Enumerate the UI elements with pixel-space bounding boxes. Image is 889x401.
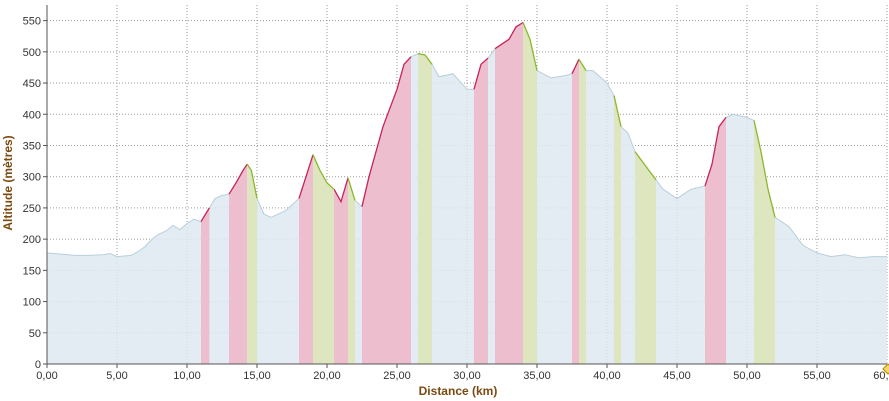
climb-segment-line <box>494 21 524 50</box>
diamond-marker-icon <box>882 363 889 375</box>
climb-segment-line <box>228 163 248 195</box>
climb-segment-line <box>200 207 210 222</box>
descent-segment-line <box>753 120 776 218</box>
y-tick-label: 300 <box>23 172 41 184</box>
x-tick-label: 30,00 <box>453 370 481 382</box>
x-tick-label: 5,00 <box>106 370 127 382</box>
x-tick-label: 25,00 <box>383 370 411 382</box>
descent-segment-line <box>634 151 657 181</box>
y-tick-label: 500 <box>23 47 41 59</box>
x-tick-label: 35,00 <box>523 370 551 382</box>
tick-labels: 0,00 5,00 10,00 15,00 20,00 25,00 30,00 35,00 40… <box>23 16 889 382</box>
climb-segment-fill <box>201 207 210 364</box>
y-tick-label: 150 <box>23 265 41 277</box>
descent-segment-fill <box>523 22 537 364</box>
descent-segment-line <box>246 163 258 199</box>
y-tick-label: 0 <box>35 359 41 371</box>
descent-segment-fill <box>247 164 257 364</box>
climb-segment-fill <box>299 154 313 364</box>
climb-segment-line <box>298 154 314 199</box>
descent-segment-fill <box>614 95 621 364</box>
descent-segment-fill <box>635 151 656 364</box>
climb-segment-fill <box>229 164 248 364</box>
climb-segment-fill <box>495 22 523 364</box>
descent-segment-line <box>578 58 587 71</box>
y-axis-title: Altitude (mètres) <box>1 135 15 230</box>
climb-segment-line <box>704 117 727 187</box>
descent-segment-line <box>613 95 622 127</box>
y-tick-label: 350 <box>23 140 41 152</box>
x-tick-label: 15,00 <box>243 370 271 382</box>
x-tick-label: 20,00 <box>313 370 341 382</box>
climb-segment-fill <box>362 56 411 365</box>
y-tick-label: 250 <box>23 203 41 215</box>
descent-segment-fill <box>418 53 432 364</box>
x-tick-label: 10,00 <box>173 370 201 382</box>
gradient-segments <box>200 21 776 365</box>
y-tick-label: 100 <box>23 297 41 309</box>
climb-segment-fill <box>572 59 579 365</box>
descent-segment-line <box>312 154 335 190</box>
x-tick-label: 0,00 <box>36 370 57 382</box>
y-tick-label: 50 <box>29 328 41 340</box>
climb-segment-line <box>333 177 349 204</box>
x-tick-label: 45,00 <box>663 370 691 382</box>
climb-segment-line <box>571 59 580 74</box>
x-tick-label: 50,00 <box>733 370 761 382</box>
descent-segment-fill <box>348 177 355 364</box>
climb-segment-fill <box>474 58 488 364</box>
x-axis-title: Distance (km) <box>419 384 498 398</box>
x-tick-label: 55,00 <box>803 370 831 382</box>
y-tick-label: 200 <box>23 234 41 246</box>
x-tick-label: 60,00 <box>873 370 889 382</box>
descent-segment-fill <box>579 59 586 365</box>
end-marker <box>882 363 889 375</box>
descent-segment-line <box>522 22 538 71</box>
descent-segment-fill <box>754 120 775 364</box>
descent-segment-fill <box>313 154 334 364</box>
descent-segment-line <box>417 53 433 65</box>
y-tick-label: 450 <box>23 78 41 90</box>
y-tick-label: 400 <box>23 109 41 121</box>
climb-segment-fill <box>334 177 348 364</box>
climb-segment-line <box>473 57 489 90</box>
x-tick-label: 40,00 <box>593 370 621 382</box>
climb-segment-line <box>361 56 412 207</box>
climb-segment-fill <box>705 117 726 365</box>
y-tick-label: 550 <box>23 16 41 28</box>
descent-segment-line <box>347 177 356 201</box>
